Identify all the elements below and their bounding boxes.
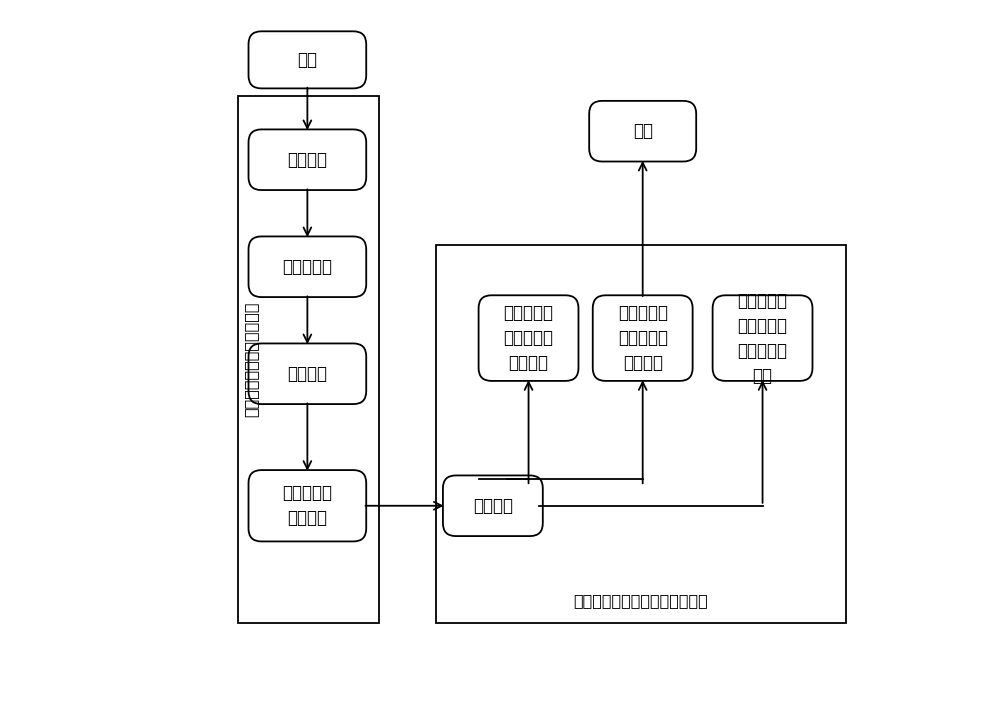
Text: 两个定位点
的雷云轨迹
跟踪预测: 两个定位点 的雷云轨迹 跟踪预测 (618, 304, 668, 372)
Text: 数据标幺化: 数据标幺化 (282, 257, 332, 276)
Text: 阈值计算: 阈值计算 (287, 365, 327, 383)
Bar (436, 245, 846, 623)
FancyBboxPatch shape (249, 237, 366, 297)
FancyBboxPatch shape (249, 470, 366, 541)
FancyBboxPatch shape (249, 32, 366, 88)
FancyBboxPatch shape (589, 101, 696, 162)
Text: 结束: 结束 (633, 122, 653, 140)
Bar (238, 96, 379, 623)
FancyBboxPatch shape (713, 296, 812, 381)
Text: 一个定位点
的雷云轨迹
跟踪预测: 一个定位点 的雷云轨迹 跟踪预测 (504, 304, 554, 372)
Text: 三段式判别
模型构建: 三段式判别 模型构建 (282, 485, 332, 527)
Text: 雷云定位和雷云轨迹跟踪与预测: 雷云定位和雷云轨迹跟踪与预测 (574, 592, 708, 608)
Text: 雷电气象条件下辐照度特征: 雷电气象条件下辐照度特征 (244, 302, 259, 417)
FancyBboxPatch shape (249, 344, 366, 404)
Text: 数据采集: 数据采集 (287, 151, 327, 169)
FancyBboxPatch shape (249, 129, 366, 190)
FancyBboxPatch shape (443, 475, 543, 536)
FancyBboxPatch shape (593, 296, 693, 381)
Text: 雷云定位: 雷云定位 (473, 497, 513, 515)
Text: 开始: 开始 (297, 51, 317, 69)
Text: 三个及以上
定位点的雷
云轨迹跟踪
预测: 三个及以上 定位点的雷 云轨迹跟踪 预测 (738, 292, 788, 385)
FancyBboxPatch shape (479, 296, 578, 381)
